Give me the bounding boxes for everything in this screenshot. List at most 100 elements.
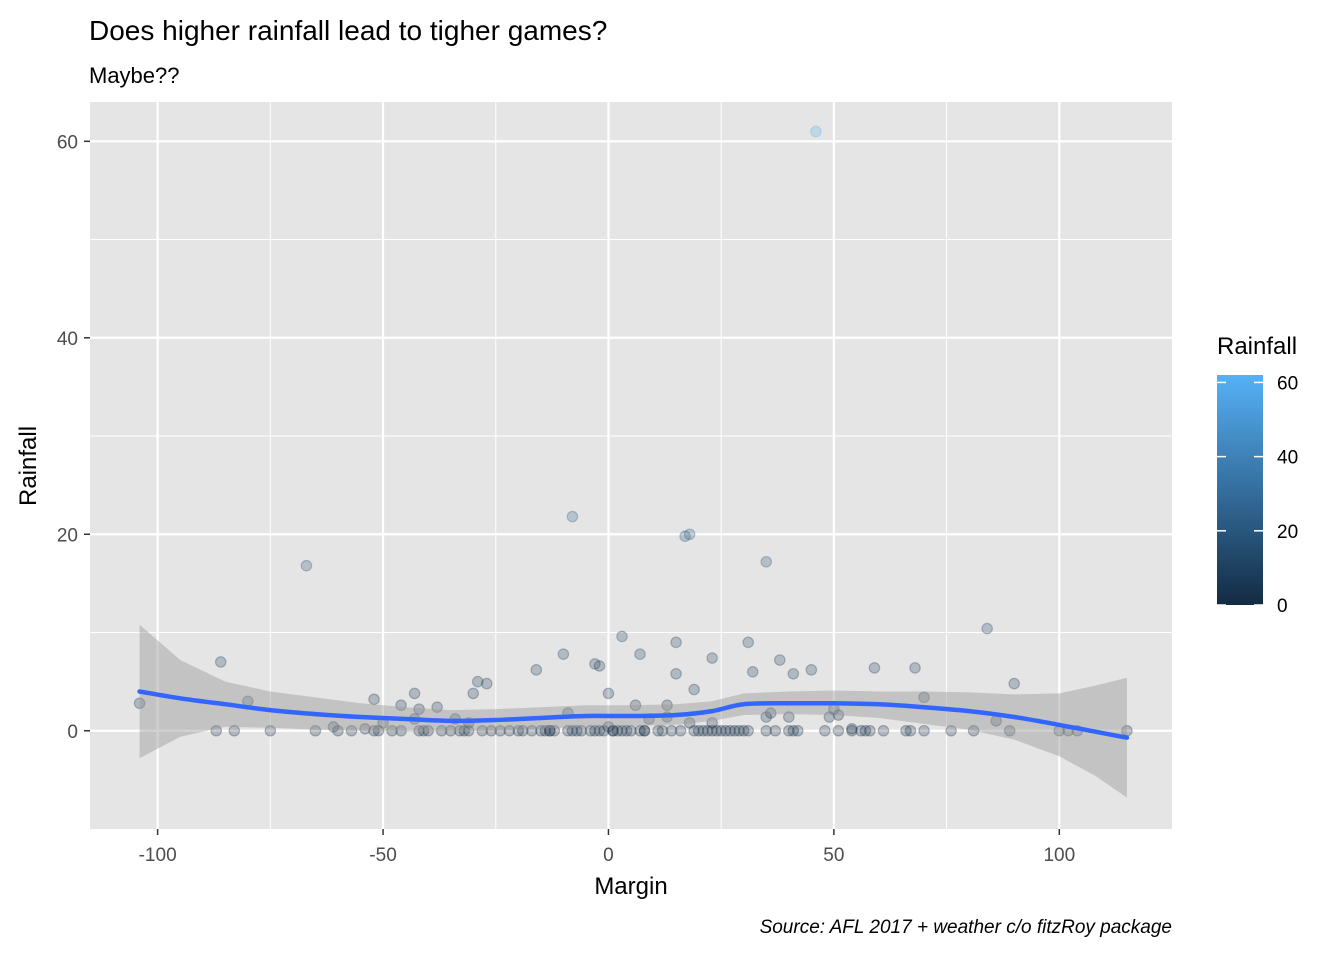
y-tick-label: 20 — [57, 525, 78, 546]
data-point — [733, 724, 745, 737]
data-point — [760, 711, 773, 723]
data-point — [846, 722, 858, 735]
data-point — [413, 724, 425, 737]
data-point — [760, 724, 773, 737]
data-point — [877, 724, 890, 737]
data-point — [868, 662, 881, 674]
data-point — [697, 724, 709, 737]
data-point — [526, 724, 538, 737]
data-point — [634, 724, 646, 737]
data-point — [670, 667, 682, 680]
data-point — [945, 724, 957, 737]
data-point — [417, 724, 430, 737]
data-point — [571, 724, 583, 737]
data-point — [981, 622, 993, 635]
data-point — [674, 724, 687, 737]
legend-tick-label: 20 — [1277, 522, 1298, 543]
data-point — [589, 658, 601, 670]
data-point — [782, 724, 795, 737]
data-point — [471, 675, 484, 688]
x-tick-label: -50 — [369, 845, 396, 866]
y-tick-label: 40 — [57, 329, 78, 350]
data-point — [544, 724, 556, 737]
data-point — [309, 724, 322, 737]
data-point — [773, 654, 786, 666]
data-point — [593, 724, 606, 737]
smooth-line — [137, 689, 1130, 740]
data-point — [485, 724, 498, 737]
data-point — [566, 510, 579, 523]
data-point — [719, 724, 732, 737]
data-point — [706, 724, 718, 737]
data-point — [900, 724, 912, 737]
data-point — [602, 721, 615, 733]
y-tick-label: 60 — [57, 132, 78, 153]
x-tick-label: -100 — [139, 845, 177, 866]
data-point — [467, 687, 480, 700]
data-point — [1003, 724, 1016, 737]
data-point — [855, 724, 867, 737]
data-point — [444, 724, 457, 737]
data-point — [214, 656, 227, 668]
chart-subtitle: Maybe?? — [89, 63, 180, 88]
data-point — [480, 677, 493, 690]
data-point — [683, 717, 696, 729]
y-axis-label: Rainfall — [15, 426, 42, 506]
data-point — [787, 724, 800, 737]
data-point — [823, 711, 836, 723]
data-point — [819, 724, 831, 737]
legend-title: Rainfall — [1217, 333, 1297, 360]
data-point — [792, 724, 804, 737]
data-point — [864, 724, 876, 737]
x-axis-label: Margin — [594, 873, 667, 900]
data-point — [332, 724, 344, 737]
data-point — [764, 707, 777, 719]
data-point — [737, 724, 750, 737]
x-tick-label: 0 — [603, 845, 614, 866]
data-point — [422, 724, 434, 737]
data-point — [620, 724, 633, 737]
data-point — [368, 693, 380, 706]
data-point — [395, 724, 407, 737]
data-point — [746, 666, 759, 678]
data-point — [760, 555, 773, 568]
data-point — [832, 724, 845, 737]
y-tick-label: 0 — [67, 722, 78, 743]
data-point — [742, 724, 755, 737]
data-point — [458, 724, 470, 737]
data-point — [584, 724, 597, 737]
data-point — [638, 724, 651, 737]
data-point — [715, 724, 727, 737]
data-point — [562, 724, 574, 737]
data-point — [967, 724, 980, 737]
data-point — [652, 724, 664, 737]
data-point — [602, 687, 615, 700]
confidence-band — [139, 624, 1127, 798]
data-point — [327, 721, 340, 733]
data-point — [607, 724, 619, 737]
data-point — [210, 724, 223, 737]
data-point — [589, 724, 601, 737]
data-point — [706, 717, 718, 729]
legend-colorbar — [1217, 375, 1263, 605]
legend-tick-label: 0 — [1277, 596, 1288, 617]
data-point — [638, 724, 651, 737]
data-point — [787, 667, 800, 680]
data-point — [670, 636, 682, 649]
data-point — [634, 648, 646, 660]
data-point — [395, 699, 407, 712]
data-point — [607, 724, 619, 737]
legend-tick-label: 40 — [1277, 448, 1298, 469]
data-point — [782, 711, 795, 723]
data-point — [918, 691, 930, 704]
data-point — [724, 724, 736, 737]
data-point — [665, 724, 678, 737]
data-point — [846, 724, 858, 737]
data-point — [598, 724, 610, 737]
data-point — [688, 724, 700, 737]
data-point — [742, 636, 755, 649]
data-point — [264, 724, 277, 737]
data-point — [1008, 677, 1021, 690]
